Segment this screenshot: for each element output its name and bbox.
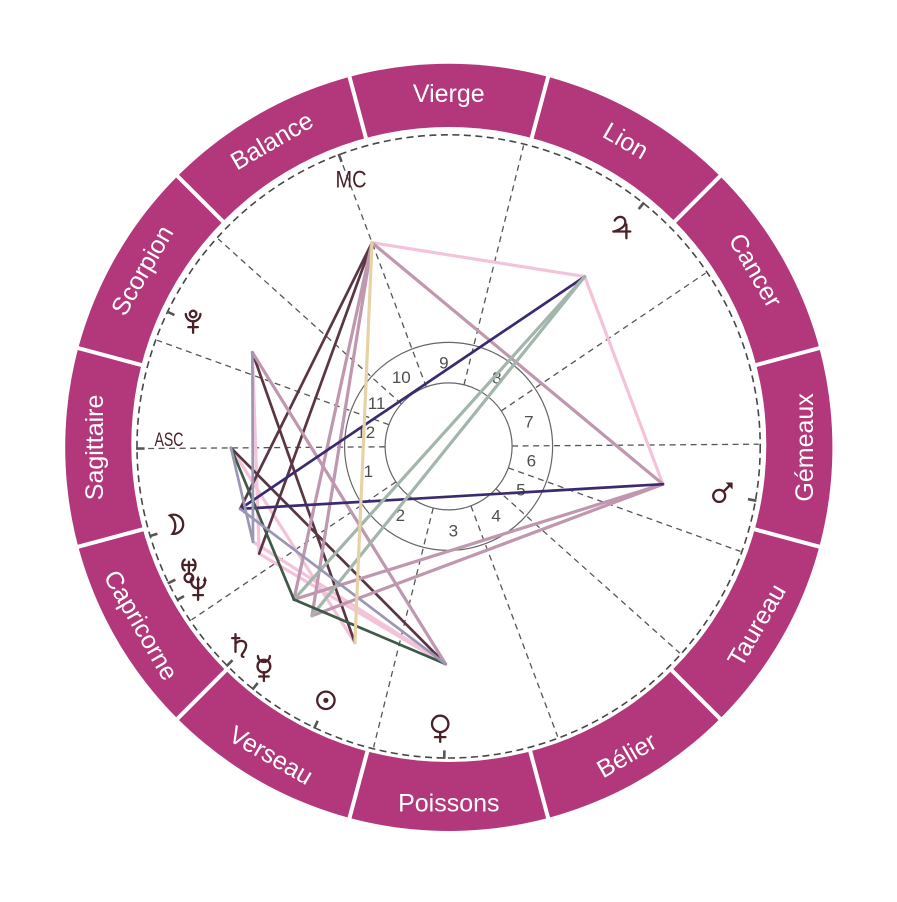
svg-text:7: 7 xyxy=(524,413,533,432)
svg-text:Sagittaire: Sagittaire xyxy=(81,395,109,501)
svg-text:MC: MC xyxy=(336,167,367,194)
svg-text:Poissons: Poissons xyxy=(398,789,499,817)
svg-text:6: 6 xyxy=(527,452,536,471)
svg-text:5: 5 xyxy=(516,480,525,499)
svg-text:3: 3 xyxy=(449,521,458,540)
svg-text:4: 4 xyxy=(491,507,500,526)
svg-text:11: 11 xyxy=(368,394,386,413)
svg-text:12: 12 xyxy=(356,423,375,442)
svg-text:1: 1 xyxy=(364,462,373,481)
svg-text:Vierge: Vierge xyxy=(413,80,485,108)
svg-text:10: 10 xyxy=(392,368,411,387)
svg-text:Gémeaux: Gémeaux xyxy=(791,393,819,502)
svg-text:ASC: ASC xyxy=(155,430,184,451)
